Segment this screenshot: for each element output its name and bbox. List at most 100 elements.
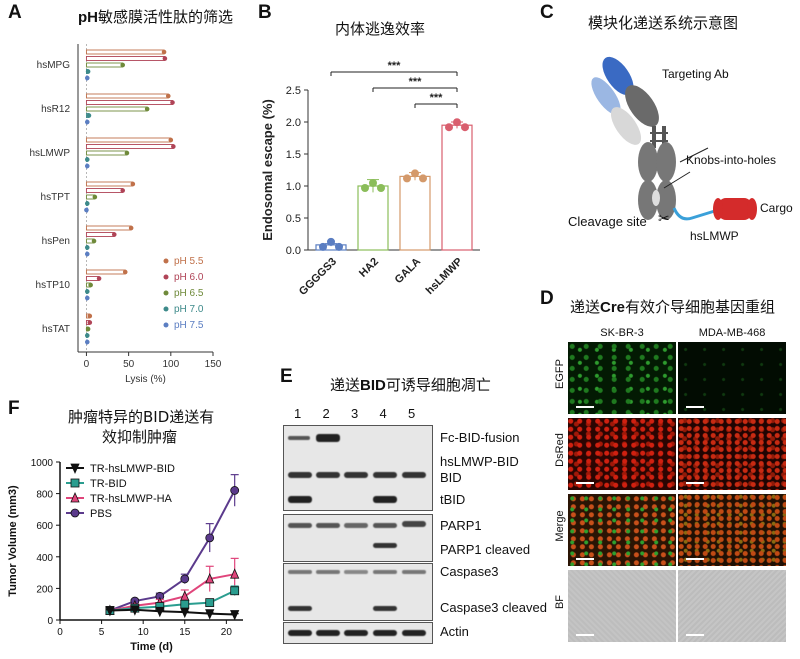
data-point-b <box>327 237 335 246</box>
band-label-hslmwp-bid: hsLMWP-BID <box>440 454 519 469</box>
category-label-a: hsPen <box>42 236 70 247</box>
panel-f-title-line2: 效抑制肿瘤 <box>102 428 178 446</box>
data-point-f <box>230 610 240 621</box>
bar-point-a <box>84 207 89 213</box>
bar-point-a <box>92 194 98 200</box>
x-category-label-b: hsLMWP <box>424 256 465 297</box>
image-egfp-mda-mb-468 <box>678 342 786 414</box>
y-tick-label-b: 1.0 <box>286 181 301 193</box>
bar-a <box>85 188 124 193</box>
image-egfp-sk-br-3 <box>568 342 676 414</box>
legend-label-f: TR-hsLMWP-BID <box>90 463 175 475</box>
data-point-f <box>230 568 240 579</box>
significance-label-b: *** <box>409 76 423 88</box>
y-tick-label-f: 800 <box>36 490 53 501</box>
x-tick-label-a: 150 <box>205 359 222 370</box>
bar-point-a <box>85 69 91 74</box>
x-tick-label-f: 10 <box>138 627 150 638</box>
data-point-b <box>335 242 343 251</box>
x-tick-label-f: 20 <box>221 627 233 638</box>
antibody-fab-arm-right <box>602 56 659 127</box>
panel-f-title-line1: 肿瘤特异的BID递送有 <box>68 408 215 426</box>
lane-number: 4 <box>379 406 387 421</box>
label-targeting-ab: Targeting Ab <box>662 67 729 81</box>
data-point-b <box>453 118 461 127</box>
legend-marker-f <box>70 492 80 503</box>
data-point-b <box>361 184 369 192</box>
label-cargo: Cargo <box>760 201 793 215</box>
tumor-volume-chart: 0 200 400 600 800 1000 0 5 10 15 20 Time (d) Tumor V… <box>7 458 243 653</box>
category-label-a: hsMPG <box>37 60 71 71</box>
legend-label-f: PBS <box>90 508 112 520</box>
y-axis-label-f: Tumor Volume (mm3) <box>7 485 19 597</box>
bar-point-a <box>130 181 136 187</box>
legend-marker-f <box>70 463 80 474</box>
legend-label-f: TR-BID <box>90 478 127 490</box>
bar-point-a <box>87 320 93 325</box>
micro-col-sk-br-3: SK-BR-3 <box>600 327 644 339</box>
image-merge-mda-mb-468 <box>678 494 786 566</box>
panel-d-title: 递送Cre有效介导细胞基因重组 <box>570 298 776 316</box>
bar-a <box>85 225 132 231</box>
significance-label-b: *** <box>430 92 444 104</box>
bar-point-a <box>84 333 90 338</box>
bar-point-a <box>91 238 97 244</box>
bar-point-a <box>120 188 126 193</box>
data-point-f <box>130 605 140 616</box>
scissors-icon: ✂ <box>658 210 670 226</box>
series-line-f <box>109 489 236 612</box>
hslmwp-linker <box>672 207 719 221</box>
bar-a <box>85 181 134 187</box>
data-point-f <box>180 590 190 601</box>
lysis-bar-chart: 0 50 100 150 Lysis (%) hsMPG hsR12 hsLMWP hsTPT h… <box>29 44 222 385</box>
x-axis-label-f: Time (d) <box>130 641 173 653</box>
legend-label-a: pH 7.0 <box>174 304 204 315</box>
significance-label-b: *** <box>388 60 402 72</box>
band-label-actin: Actin <box>440 624 469 639</box>
bar-a <box>85 106 148 112</box>
y-tick-label-f: 200 <box>36 584 53 595</box>
band-label-fc-bid-fusion: Fc-BID-fusion <box>440 430 520 445</box>
legend-marker-a <box>163 274 169 280</box>
category-label-a: hsR12 <box>41 104 70 115</box>
data-point-b <box>369 179 377 187</box>
y-tick-label-b: 0.0 <box>286 245 301 257</box>
antibody-fc-domain <box>638 142 676 220</box>
lane-number: 1 <box>294 406 302 421</box>
x-tick-label-a: 0 <box>84 359 90 370</box>
category-label-a: hsTPT <box>41 192 70 203</box>
image-bf-sk-br-3 <box>568 570 676 642</box>
blot-strip-actin <box>283 622 433 644</box>
data-point-f <box>205 598 215 608</box>
bar-point-a <box>124 150 130 156</box>
y-axis-label-b: Endosomal escape (%) <box>260 99 275 241</box>
bar-point-a <box>84 157 90 162</box>
legend-label-a: pH 7.5 <box>174 320 204 331</box>
panel-letter-b: B <box>258 2 272 23</box>
cargo-shape <box>713 198 757 220</box>
legend-marker-a <box>163 290 169 296</box>
bar-a <box>85 93 169 99</box>
panel-letter-d: D <box>540 288 554 309</box>
legend-label-a: pH 6.5 <box>174 288 204 299</box>
bar-b <box>441 124 473 251</box>
band-label-parp1-cleaved: PARP1 cleaved <box>440 542 531 557</box>
y-tick-label-f: 0 <box>47 616 53 627</box>
bar-b <box>399 175 431 251</box>
x-tick-label-a: 50 <box>123 359 135 370</box>
bar-point-a <box>111 232 117 237</box>
image-bf-mda-mb-468 <box>678 570 786 642</box>
bar-point-a <box>84 163 90 169</box>
bar-point-a <box>122 269 128 275</box>
bar-a <box>85 62 124 68</box>
panel-a-title: pH敏感膜活性肽的筛选 <box>78 8 234 26</box>
bar-point-a <box>85 326 91 332</box>
data-point-f <box>180 607 190 619</box>
bar-a <box>85 56 166 61</box>
micro-col-mda-mb-468: MDA-MB-468 <box>698 327 766 339</box>
lane-number: 3 <box>351 406 359 421</box>
data-point-b <box>419 174 427 183</box>
bar-point-a <box>84 245 90 250</box>
legend-label-a: pH 6.0 <box>174 272 204 283</box>
bar-a <box>85 269 126 275</box>
